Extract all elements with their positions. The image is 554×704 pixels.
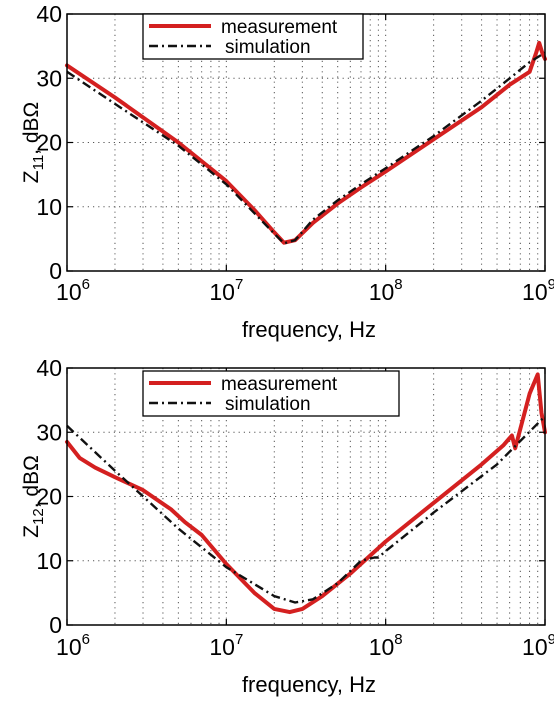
x-tick-exponent: 7 <box>235 631 243 648</box>
y-tick-label: 30 <box>36 65 62 91</box>
x-tick-label: 107 <box>209 631 243 660</box>
series-line-simulation <box>66 51 546 245</box>
x-tick-base: 10 <box>369 634 395 660</box>
x-tick-base: 10 <box>369 279 395 305</box>
legend-label-measurement: measurement <box>221 374 338 395</box>
y-tick-label: 10 <box>36 548 62 574</box>
legend-label-measurement: measurement <box>221 17 338 38</box>
x-tick-exponent: 9 <box>548 631 554 648</box>
x-tick-label: 109 <box>522 631 554 660</box>
y-tick-label: 0 <box>49 258 62 284</box>
y-tick-label: 20 <box>36 130 62 156</box>
legend-box <box>142 370 400 417</box>
x-tick-base: 10 <box>209 634 235 660</box>
x-axis-label: frequency, Hz <box>242 317 376 342</box>
y-label-main: Z <box>20 170 43 183</box>
y-label-main: Z <box>20 525 43 538</box>
x-tick-label: 108 <box>369 276 403 305</box>
y-label-subscript: 11 <box>30 155 47 171</box>
grid <box>67 368 545 625</box>
y-axis-label: Z11, dBΩ <box>20 102 47 183</box>
x-tick-base: 10 <box>56 279 82 305</box>
x-tick-label: 106 <box>56 631 90 660</box>
y-tick-label: 30 <box>36 419 62 445</box>
y-label-unit: , dBΩ <box>20 102 43 155</box>
legend-box <box>142 13 364 60</box>
series-line-measurement <box>65 40 547 245</box>
y-tick-label: 20 <box>36 484 62 510</box>
y-tick-label: 40 <box>36 355 62 381</box>
x-axis-label: frequency, Hz <box>242 672 376 697</box>
legend-label-simulation: simulation <box>225 394 311 415</box>
series-line-measurement <box>65 372 547 615</box>
x-tick-base: 10 <box>56 634 82 660</box>
series-line-simulation <box>66 415 546 604</box>
x-tick-label: 107 <box>209 276 243 305</box>
y-tick-label: 0 <box>49 612 62 638</box>
y-label-subscript: 12 <box>30 508 47 525</box>
x-tick-exponent: 8 <box>394 631 402 648</box>
x-tick-exponent: 6 <box>82 631 90 648</box>
x-tick-label: 106 <box>56 276 90 305</box>
x-tick-base: 10 <box>209 279 235 305</box>
y-label-unit: , dBΩ <box>20 455 43 508</box>
y-tick-label: 40 <box>36 1 62 27</box>
x-tick-exponent: 6 <box>82 276 90 293</box>
x-tick-exponent: 7 <box>235 276 243 293</box>
x-tick-label: 109 <box>522 276 554 305</box>
x-tick-exponent: 8 <box>394 276 402 293</box>
x-tick-base: 10 <box>522 634 548 660</box>
x-tick-base: 10 <box>522 279 548 305</box>
x-tick-label: 108 <box>369 631 403 660</box>
grid <box>67 14 545 271</box>
x-tick-exponent: 9 <box>548 276 554 293</box>
y-axis-label: Z12, dBΩ <box>20 455 47 538</box>
y-tick-label: 10 <box>36 194 62 220</box>
legend-label-simulation: simulation <box>225 37 311 58</box>
